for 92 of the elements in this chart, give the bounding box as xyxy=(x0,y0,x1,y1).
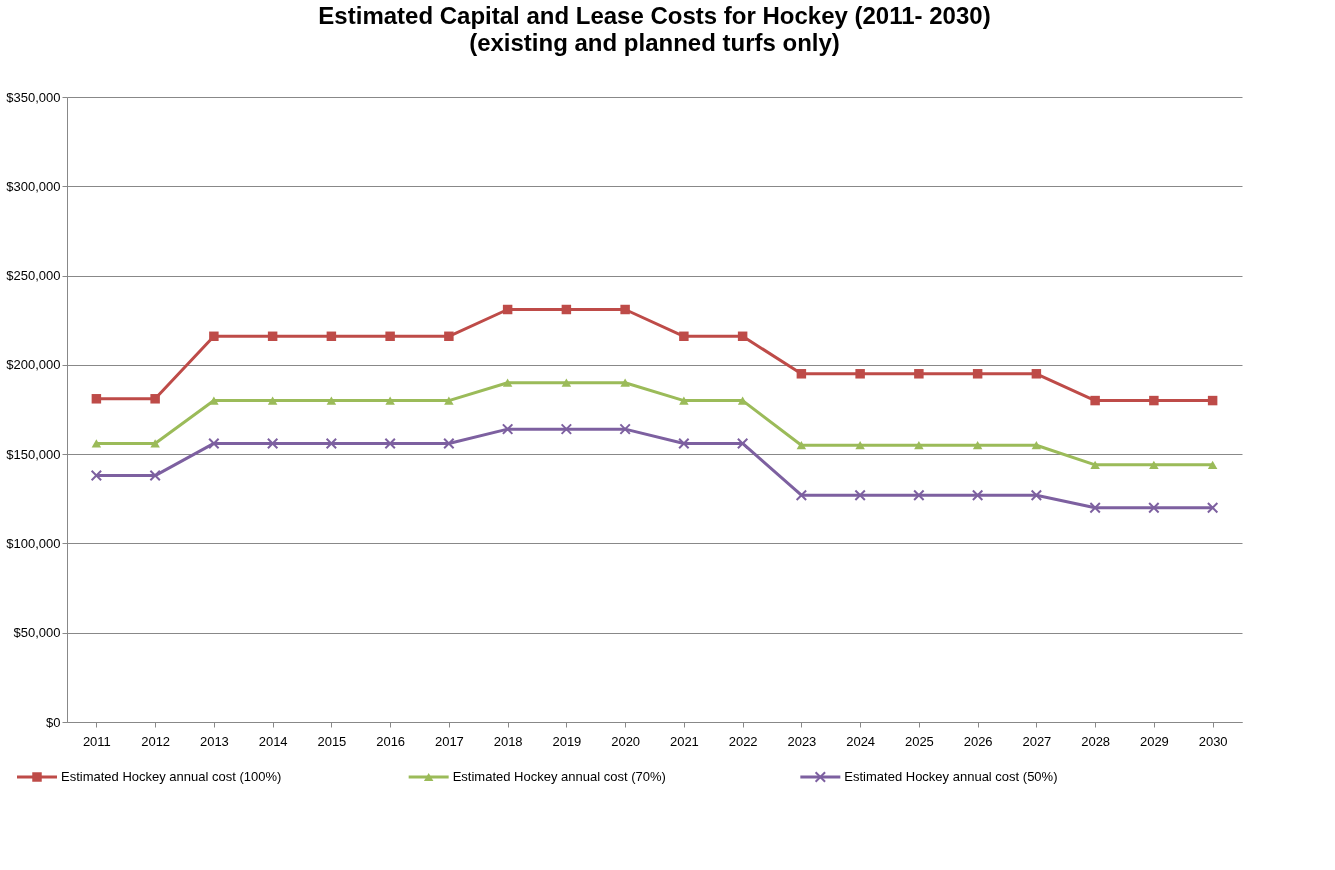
point xyxy=(1149,395,1159,406)
point xyxy=(1207,395,1218,406)
point xyxy=(149,469,161,482)
point xyxy=(971,489,984,501)
point xyxy=(150,394,160,404)
y-tick-label: $150,000 xyxy=(6,446,61,462)
point xyxy=(737,331,748,342)
point xyxy=(1207,460,1218,469)
point xyxy=(326,331,337,342)
point xyxy=(796,441,807,450)
chart-subtitle: (existing and planned turfs only) xyxy=(469,29,840,56)
point xyxy=(972,441,983,450)
point xyxy=(736,437,749,450)
y-tick-label: $0 xyxy=(46,714,61,730)
point xyxy=(620,378,630,387)
point xyxy=(267,331,278,342)
x-tick-label: 2028 xyxy=(1081,733,1111,749)
point xyxy=(1030,489,1043,501)
point xyxy=(679,331,689,342)
point xyxy=(914,441,924,450)
point xyxy=(855,441,865,450)
y-tick-label: $200,000 xyxy=(6,357,61,373)
x-tick-label: 2022 xyxy=(728,733,758,749)
x-tick-label: 2027 xyxy=(1022,733,1052,749)
point xyxy=(796,369,807,379)
x-tick-label: 2015 xyxy=(317,733,347,749)
point xyxy=(502,378,513,387)
x-tick-label: 2018 xyxy=(493,733,523,749)
point xyxy=(443,437,455,450)
x-tick-label: 2025 xyxy=(904,733,934,749)
point xyxy=(91,439,102,448)
x-tick-label: 2026 xyxy=(963,733,993,749)
point xyxy=(208,437,220,450)
x-tick-label: 2023 xyxy=(787,733,817,749)
x-tick-label: 2030 xyxy=(1198,733,1228,749)
y-tick-label: $350,000 xyxy=(6,89,61,105)
x-tick-label: 2020 xyxy=(611,733,641,749)
point xyxy=(384,437,396,450)
point xyxy=(1090,395,1100,406)
legend-label: Estimated Hockey annual cost (50%) xyxy=(844,769,1058,784)
y-tick-label: $50,000 xyxy=(13,625,61,641)
x-tick-label: 2019 xyxy=(552,733,582,749)
point xyxy=(90,469,103,482)
point xyxy=(209,396,219,405)
legend-label: Estimated Hockey annual cost (70%) xyxy=(452,769,666,784)
point xyxy=(854,489,866,501)
x-tick-label: 2016 xyxy=(376,733,406,749)
legend-label: Estimated Hockey annual cost (100%) xyxy=(61,769,282,784)
point xyxy=(1090,460,1100,469)
point xyxy=(150,439,160,448)
point xyxy=(561,304,572,315)
point xyxy=(795,489,808,501)
point xyxy=(855,369,865,379)
point xyxy=(561,378,572,387)
point xyxy=(1148,501,1160,514)
point xyxy=(444,331,454,342)
point xyxy=(385,396,395,405)
point xyxy=(1206,501,1219,514)
point xyxy=(1089,501,1101,514)
point xyxy=(914,369,924,379)
point xyxy=(444,396,454,405)
point xyxy=(972,369,983,379)
point xyxy=(326,396,337,405)
point xyxy=(619,423,631,435)
point xyxy=(679,396,689,405)
y-tick-label: $250,000 xyxy=(6,268,61,284)
point xyxy=(1031,369,1042,379)
x-tick-label: 2014 xyxy=(258,733,288,749)
x-tick-label: 2017 xyxy=(434,733,464,749)
x-tick-label: 2029 xyxy=(1139,733,1169,749)
point xyxy=(678,437,690,450)
y-tick-label: $300,000 xyxy=(6,178,61,194)
x-tick-label: 2021 xyxy=(669,733,699,749)
chart-title: Estimated Capital and Lease Costs for Hockey (2011- 2030) xyxy=(318,2,991,29)
point xyxy=(209,331,219,342)
point xyxy=(560,423,573,435)
point xyxy=(1149,460,1159,469)
point xyxy=(385,331,395,342)
point xyxy=(913,489,925,501)
x-tick-label: 2012 xyxy=(141,733,171,749)
x-tick-label: 2024 xyxy=(846,733,876,749)
point xyxy=(620,304,630,315)
point xyxy=(1031,441,1042,450)
point xyxy=(501,423,514,435)
x-tick-label: 2011 xyxy=(82,733,111,749)
point xyxy=(91,394,102,404)
point xyxy=(325,437,338,450)
point xyxy=(502,304,513,315)
x-tick-label: 2013 xyxy=(199,733,229,749)
y-tick-label: $100,000 xyxy=(6,535,61,551)
point xyxy=(267,396,278,405)
point xyxy=(266,437,279,450)
